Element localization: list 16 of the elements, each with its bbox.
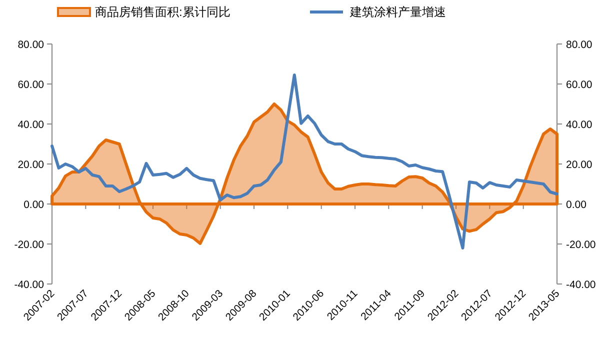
y2-tick-label: 40.00 xyxy=(566,119,592,131)
y-tick-label: 80.00 xyxy=(18,39,44,51)
y-tick-label: -20.00 xyxy=(14,239,44,251)
y-tick-label: 60.00 xyxy=(18,79,44,91)
y-tick-label: 20.00 xyxy=(18,159,44,171)
y-tick-label: -40.00 xyxy=(14,279,44,291)
y2-tick-label: -40.00 xyxy=(566,279,596,291)
y2-tick-label: 60.00 xyxy=(566,79,592,91)
y2-tick-label: 0.00 xyxy=(566,199,587,211)
y-tick-label: 0.00 xyxy=(24,199,44,211)
y2-tick-label: -20.00 xyxy=(566,239,596,251)
y2-tick-label: 20.00 xyxy=(566,159,592,171)
y2-tick-label: 80.00 xyxy=(566,39,592,51)
legend-label: 建筑涂料产量增速 xyxy=(349,5,446,19)
legend-label: 商品房销售面积:累计同比 xyxy=(95,5,230,19)
y-tick-label: 40.00 xyxy=(18,119,44,131)
